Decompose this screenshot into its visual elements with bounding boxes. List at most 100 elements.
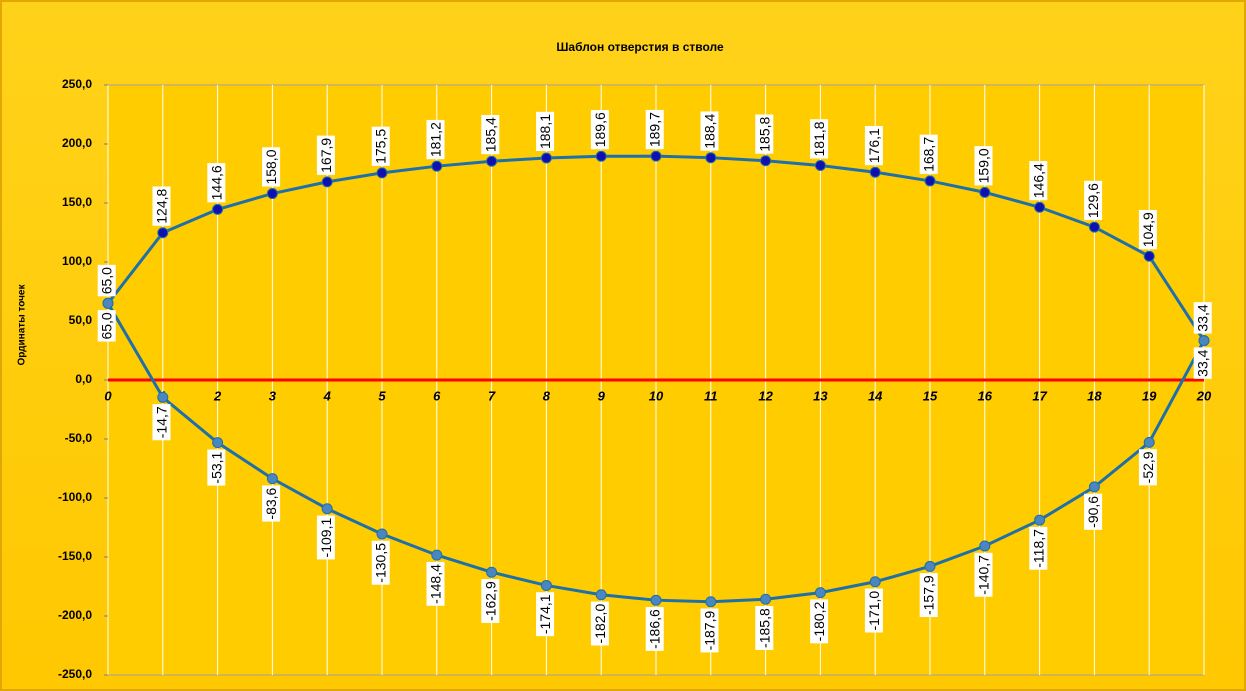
data-label-group: 33,4 (1193, 302, 1212, 334)
data-label-group: -109,1 (316, 515, 335, 560)
data-label-group: -180,2 (810, 599, 829, 644)
data-label-group: 175,5 (371, 126, 390, 166)
data-label-box (536, 111, 555, 152)
x-tick-label: 20 (1196, 388, 1212, 403)
data-label: 185,8 (756, 117, 772, 152)
data-label-box (645, 109, 664, 150)
data-label-group: -130,5 (371, 540, 390, 585)
data-label: -186,6 (647, 609, 663, 649)
data-point (924, 560, 936, 572)
data-point (266, 473, 278, 485)
data-label-box (426, 119, 445, 160)
data-label-box (207, 449, 226, 486)
data-point (705, 152, 717, 164)
data-label-group: -171,0 (864, 588, 883, 633)
x-tick-label: 14 (868, 388, 883, 403)
data-label: -118,7 (1030, 529, 1046, 568)
data-label-group: 185,8 (755, 114, 774, 154)
data-label-group: -83,6 (262, 485, 281, 522)
x-tick-label: 19 (1142, 388, 1157, 403)
data-label: -14,7 (154, 406, 170, 438)
y-tick-label: 250,0 (62, 77, 92, 91)
data-label-box (1193, 302, 1212, 334)
data-label-box (919, 573, 938, 618)
data-label: 185,4 (482, 117, 498, 152)
data-point (760, 155, 772, 167)
data-label-box (1084, 493, 1103, 530)
data-label-group: -14,7 (152, 404, 171, 441)
data-label: -174,1 (537, 594, 553, 634)
data-label-group: 188,4 (700, 111, 719, 151)
data-label: -148,4 (428, 564, 444, 604)
data-label-group: 124,8 (152, 186, 171, 226)
data-label-box (1084, 180, 1103, 221)
data-point (869, 576, 881, 588)
data-point (650, 150, 662, 162)
data-point (540, 579, 552, 591)
data-label-box (755, 606, 774, 650)
data-label: 175,5 (373, 129, 389, 164)
data-label: -171,0 (866, 591, 882, 631)
data-label-group: 189,6 (590, 110, 609, 150)
data-point (157, 391, 169, 403)
data-label-group: -90,6 (1084, 493, 1103, 530)
data-label: 167,9 (318, 138, 334, 173)
data-label-group: -174,1 (536, 592, 555, 637)
y-tick-label: -50,0 (65, 431, 93, 445)
data-point (869, 166, 881, 178)
data-label-box (207, 163, 226, 203)
x-tick-label: 2 (213, 388, 222, 403)
data-label-group: -140,7 (974, 552, 993, 597)
x-tick-label: 8 (543, 388, 551, 403)
data-label-box (590, 110, 609, 150)
x-tick-label: 5 (378, 388, 386, 403)
x-tick-label: 12 (758, 388, 773, 403)
data-point (266, 188, 278, 200)
y-tick-label: -150,0 (58, 549, 92, 563)
data-point (705, 596, 717, 608)
data-label: 144,6 (208, 165, 224, 200)
data-label-box (810, 119, 829, 159)
data-label-box (700, 111, 719, 151)
data-label-group: -187,9 (700, 608, 719, 653)
data-point (814, 587, 826, 599)
x-tick-label: 7 (488, 388, 496, 403)
y-tick-label: 100,0 (62, 254, 92, 268)
data-label-box (1029, 160, 1048, 201)
data-point (102, 297, 114, 309)
chart-title: Шаблон отверстия в стволе (556, 40, 724, 54)
data-label: -90,6 (1085, 496, 1101, 528)
data-label-box (864, 125, 883, 166)
data-label: -83,6 (263, 487, 279, 519)
x-tick-label: 3 (269, 388, 277, 403)
y-tick-label: 150,0 (62, 195, 92, 209)
data-label-box (426, 561, 445, 606)
data-label-group: 158,0 (262, 147, 281, 187)
data-point (979, 186, 991, 198)
data-point (212, 437, 224, 449)
y-tick-label: -200,0 (58, 608, 92, 622)
data-label: 188,4 (702, 113, 718, 148)
data-label-group: -52,9 (1138, 449, 1157, 486)
data-label-group: -148,4 (426, 561, 445, 606)
data-label: 181,2 (428, 122, 444, 157)
x-tick-label: 4 (323, 388, 332, 403)
y-tick-label: 50,0 (69, 313, 93, 327)
y-tick-label: 200,0 (62, 136, 92, 150)
data-point (376, 167, 388, 179)
data-label-group: 185,4 (481, 114, 500, 155)
data-label: 188,1 (537, 114, 553, 149)
data-label: -162,9 (482, 581, 498, 621)
data-label: -157,9 (921, 575, 937, 615)
data-label-group: 181,8 (810, 119, 829, 159)
data-point (1088, 221, 1100, 233)
data-label-box (974, 146, 993, 186)
y-tick-label: -250,0 (58, 667, 92, 681)
data-label-box (371, 126, 390, 166)
data-label: 124,8 (154, 188, 170, 223)
data-label: -180,2 (811, 601, 827, 641)
x-tick-label: 9 (598, 388, 606, 403)
x-tick-label: 16 (978, 388, 993, 403)
data-point (924, 175, 936, 187)
